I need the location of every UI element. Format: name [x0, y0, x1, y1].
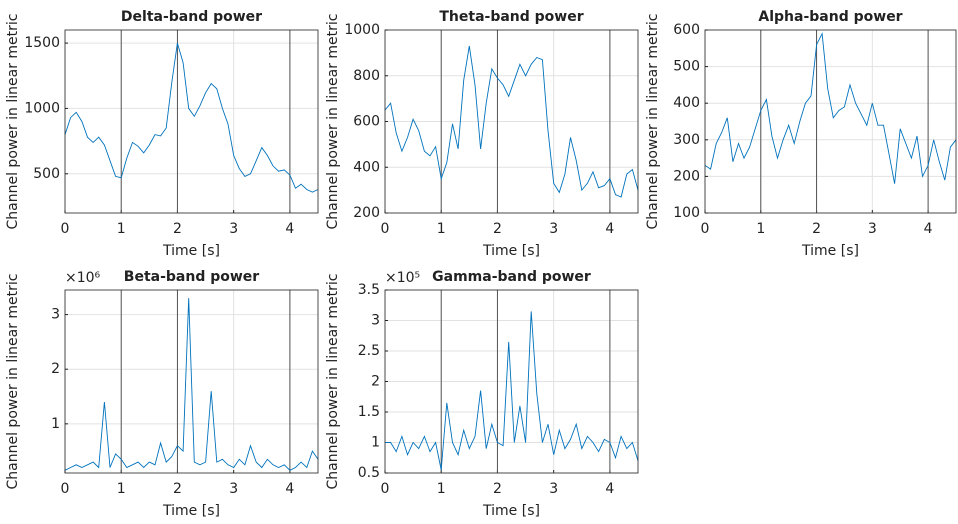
x-axis-label: Time [s]: [162, 243, 220, 259]
x-tick-label: 1: [117, 481, 126, 497]
y-tick-label: 500: [673, 59, 700, 75]
axes-box: [384, 289, 639, 474]
y-exponent: ×10⁵: [385, 270, 420, 286]
x-tick-label: 3: [229, 481, 238, 497]
axes-box: [384, 29, 639, 214]
y-tick-label: 1: [371, 435, 380, 451]
y-axis-label: Channel power in linear metric: [5, 274, 21, 490]
x-axis-label: Time [s]: [801, 243, 859, 259]
x-tick-label: 0: [381, 481, 390, 497]
y-tick-label: 500: [33, 166, 60, 182]
chart-title: Gamma-band power: [432, 269, 591, 285]
chart-title: Delta-band power: [121, 9, 262, 25]
y-tick-label: 1.5: [358, 404, 380, 420]
y-tick-label: 3: [371, 313, 380, 329]
y-tick-label: 100: [673, 205, 700, 221]
x-tick-label: 0: [61, 221, 70, 237]
y-tick-label: 200: [353, 205, 380, 221]
chart-title: Theta-band power: [439, 9, 583, 25]
y-tick-label: 600: [673, 22, 700, 38]
y-tick-label: 2.5: [358, 343, 380, 359]
y-tick-label: 600: [353, 114, 380, 130]
axes-box: [64, 29, 319, 214]
x-tick-label: 0: [381, 221, 390, 237]
axes-box: [704, 29, 957, 214]
x-tick-label: 4: [285, 481, 294, 497]
y-tick-label: 2: [51, 361, 60, 377]
series-line: [385, 311, 639, 470]
x-tick-label: 3: [549, 481, 558, 497]
x-tick-label: 2: [493, 481, 502, 497]
y-tick-label: 0.5: [358, 465, 380, 481]
y-exponent: ×10⁶: [65, 270, 101, 286]
y-tick-label: 3.5: [358, 282, 380, 298]
x-tick-label: 2: [493, 221, 502, 237]
chart-title: Alpha-band power: [758, 9, 902, 25]
series-line: [384, 45, 639, 198]
series-line: [704, 32, 957, 184]
x-tick-label: 3: [229, 221, 238, 237]
y-tick-label: 400: [673, 95, 700, 111]
x-axis-label: Time [s]: [162, 503, 220, 519]
axes-box: [64, 289, 319, 474]
y-tick-label: 1500: [24, 35, 60, 51]
x-tick-label: 3: [868, 221, 877, 237]
y-tick-label: 300: [673, 132, 700, 148]
x-tick-label: 4: [605, 481, 614, 497]
y-tick-label: 1: [51, 416, 60, 432]
x-axis-label: Time [s]: [482, 503, 540, 519]
x-tick-label: 1: [756, 221, 765, 237]
x-tick-label: 1: [437, 221, 446, 237]
y-axis-label: Channel power in linear metric: [5, 14, 21, 230]
x-tick-label: 1: [117, 221, 126, 237]
chart-title: Beta-band power: [124, 269, 260, 285]
y-tick-label: 3: [51, 307, 60, 323]
y-axis-label: Channel power in linear metric: [325, 274, 341, 490]
x-tick-label: 4: [924, 221, 933, 237]
x-axis-label: Time [s]: [482, 243, 540, 259]
series-line: [64, 42, 319, 193]
y-tick-label: 400: [353, 159, 380, 175]
x-tick-label: 4: [285, 221, 294, 237]
y-tick-label: 1000: [344, 22, 380, 38]
x-tick-label: 4: [605, 221, 614, 237]
y-tick-label: 2: [371, 374, 380, 390]
series-line: [64, 298, 319, 471]
x-tick-label: 2: [173, 481, 182, 497]
x-tick-label: 2: [173, 221, 182, 237]
y-axis-label: Channel power in linear metric: [325, 14, 341, 230]
x-tick-label: 3: [549, 221, 558, 237]
x-tick-label: 0: [61, 481, 70, 497]
x-tick-label: 0: [701, 221, 710, 237]
y-axis-label: Channel power in linear metric: [645, 14, 661, 230]
y-tick-label: 800: [353, 68, 380, 84]
x-tick-label: 1: [437, 481, 446, 497]
x-tick-label: 2: [812, 221, 821, 237]
y-tick-label: 1000: [24, 100, 60, 116]
y-tick-label: 200: [673, 168, 700, 184]
